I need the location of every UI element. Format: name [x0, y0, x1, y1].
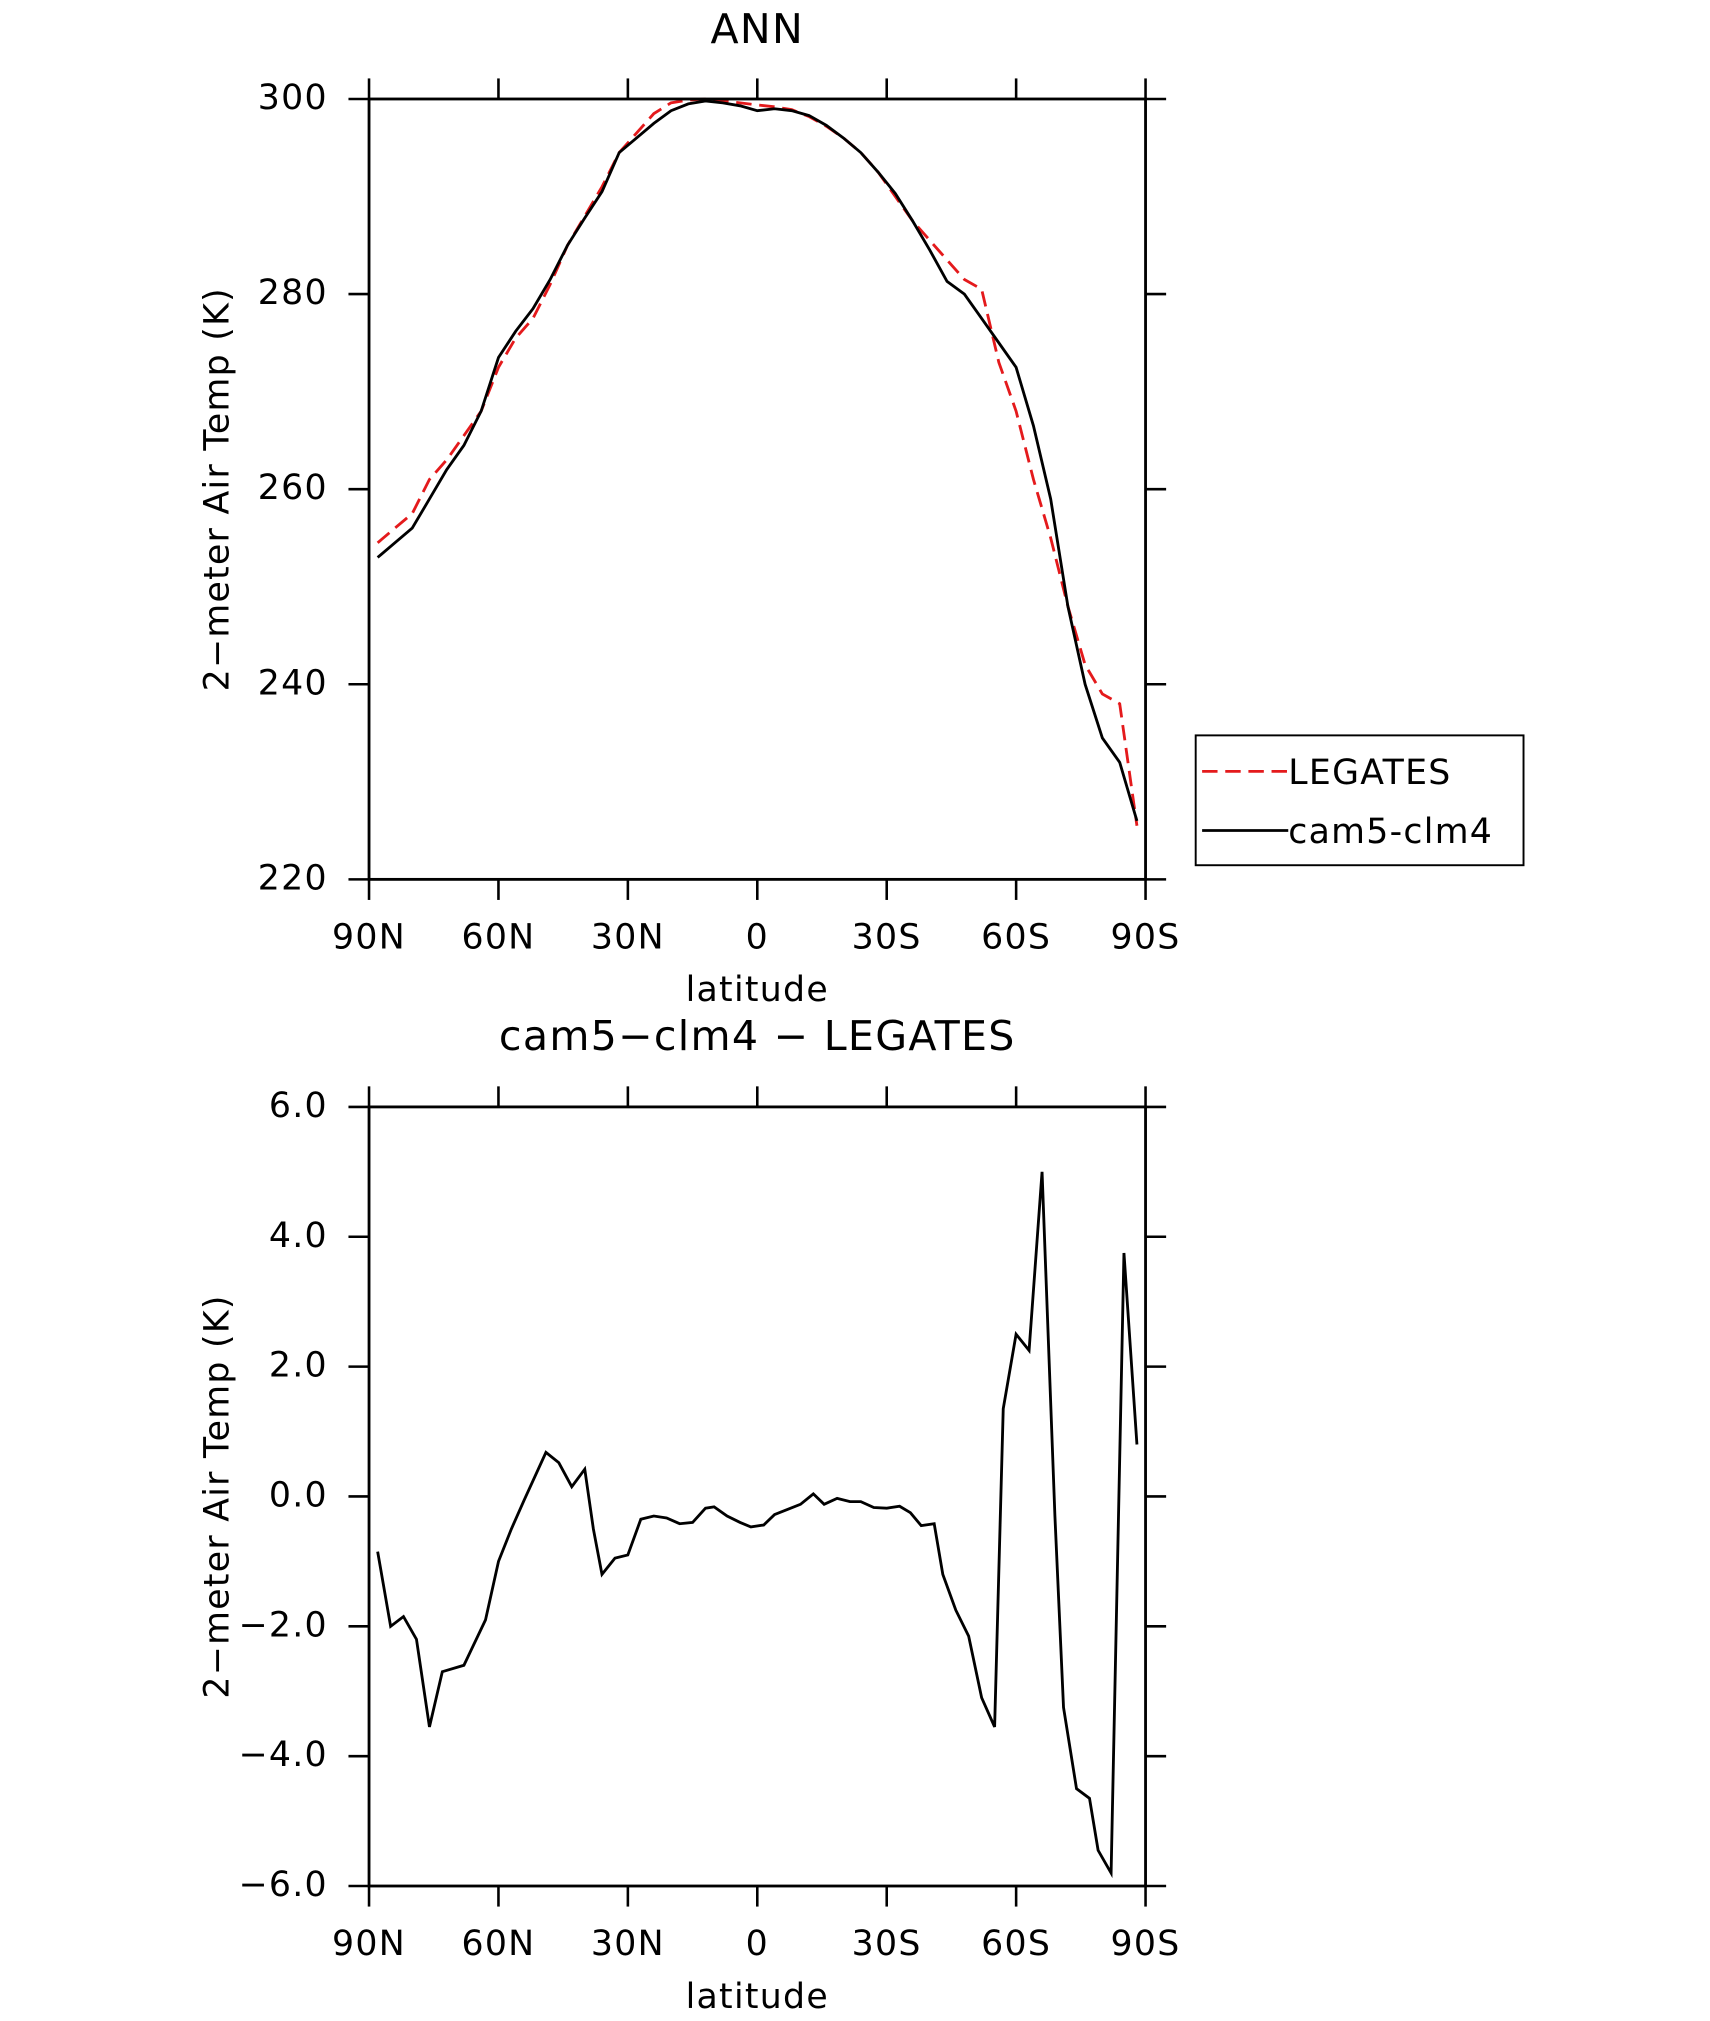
x-tick-label: 60S — [981, 1924, 1051, 1964]
x-tick-label: 0 — [746, 918, 769, 958]
x-tick-label: 90S — [1111, 918, 1181, 958]
data-line — [376, 99, 1139, 822]
y-tick-label: −4.0 — [238, 1735, 327, 1775]
plot-frame — [367, 1105, 1147, 1888]
data-line — [376, 97, 1139, 826]
x-tick-label: 0 — [746, 1924, 769, 1964]
y-tick-label: 260 — [258, 468, 328, 508]
x-tick-label: 60N — [461, 918, 535, 958]
chart-title: cam5−clm4 − LEGATES — [499, 1012, 1016, 1060]
chart-title: ANN — [711, 5, 805, 53]
x-tick-label: 90S — [1111, 1924, 1181, 1964]
x-tick-label: 30S — [852, 918, 922, 958]
x-tick-label: 30N — [591, 1924, 665, 1964]
x-axis-label: latitude — [686, 1977, 829, 2017]
x-tick-label: 60S — [981, 918, 1051, 958]
y-tick-label: −2.0 — [238, 1605, 327, 1645]
x-tick-label: 30N — [591, 918, 665, 958]
x-tick-label: 90N — [332, 918, 406, 958]
plot-frame — [367, 97, 1147, 881]
y-tick-label: 280 — [258, 273, 328, 313]
y-tick-label: 240 — [258, 663, 328, 703]
x-tick-label: 90N — [332, 1924, 406, 1964]
y-tick-label: 6.0 — [269, 1086, 328, 1126]
y-tick-label: 300 — [258, 78, 328, 118]
x-tick-label: 60N — [461, 1924, 535, 1964]
y-tick-label: 220 — [258, 858, 328, 898]
y-axis-label: 2−meter Air Temp (K) — [198, 287, 238, 691]
x-tick-label: 30S — [852, 1924, 922, 1964]
y-tick-label: 0.0 — [269, 1475, 328, 1515]
data-line — [376, 1171, 1139, 1879]
y-axis-label: 2−meter Air Temp (K) — [198, 1294, 238, 1698]
legend-box — [1194, 734, 1525, 867]
x-axis-label: latitude — [686, 970, 829, 1010]
y-tick-label: 2.0 — [269, 1346, 328, 1386]
y-tick-label: 4.0 — [269, 1216, 328, 1256]
legend-label: cam5-clm4 — [1288, 812, 1493, 852]
y-tick-label: −6.0 — [238, 1865, 327, 1905]
legend-label: LEGATES — [1288, 753, 1451, 793]
